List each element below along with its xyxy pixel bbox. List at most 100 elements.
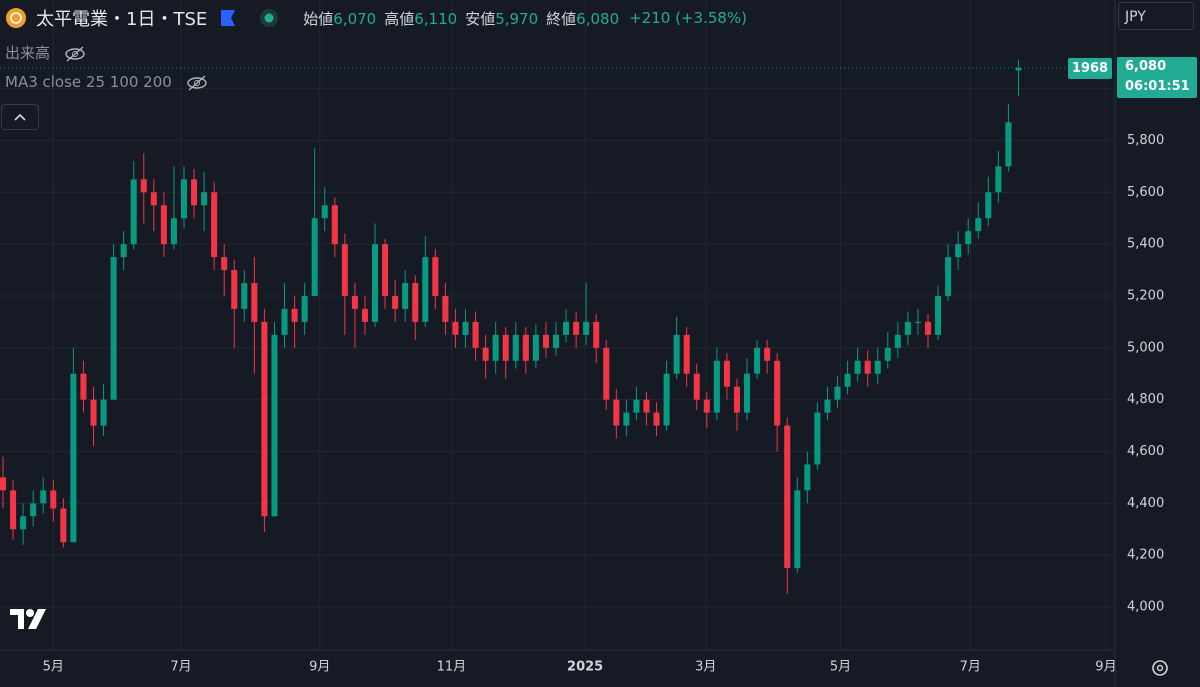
price-tag: 6,080 06:01:51 [1117,57,1197,98]
symbol-code-tag: 1968 [1068,58,1112,79]
candle-body [130,179,137,245]
candle-body [341,244,348,296]
candle-body [382,244,389,296]
candle-body [502,334,509,361]
candle-body [924,321,932,335]
candle-body [693,373,700,400]
candle-body [633,399,640,413]
candle-body [301,295,308,322]
candle-body [20,516,27,530]
candle-body [542,334,549,348]
candle-body [211,192,218,258]
x-tick-label: 2025 [567,660,603,675]
hide-icon[interactable] [63,45,93,63]
candle-body [432,257,439,296]
candle-body [241,283,248,309]
candle-body [70,373,77,543]
collapse-button[interactable] [1,104,39,130]
candle-body [110,257,117,400]
ma-label: MA3 close 25 100 200 [5,73,215,92]
volume-text: 出来高 [5,44,51,62]
candle-body [784,425,791,569]
candle-body [985,192,992,219]
candle-body [271,334,278,517]
y-tick-label: 5,800 [1127,133,1164,148]
logo [10,609,46,629]
candle-body [40,490,47,504]
candle-body [201,192,208,206]
candle-body [372,244,379,322]
candle-body [834,386,841,400]
candle-body [723,360,730,387]
x-tick-label: 3月 [695,660,716,675]
candle-body [281,308,288,335]
candle-body [703,399,710,413]
candle-body [563,321,570,335]
ohlc-value: 5,970 [495,9,539,28]
candle-body [683,334,690,374]
y-tick-label: 4,600 [1127,444,1164,459]
candle-body [975,218,982,232]
x-tick-label: 7月 [960,660,981,675]
candle-body [221,257,228,271]
ohlc-label: 始値 [303,9,334,28]
candle-body [170,218,177,245]
ma-text: MA3 close 25 100 200 [5,73,172,91]
candle-body [955,244,962,258]
currency-button[interactable]: JPY [1118,2,1194,30]
candle-body [60,508,67,543]
y-tick-label: 5,400 [1127,237,1164,252]
candle-body [251,283,258,322]
candle-body [291,308,298,322]
candle-body [643,399,650,413]
candle-body [331,205,338,245]
hide-icon[interactable] [185,74,215,92]
x-tick-label: 5月 [830,660,851,675]
y-tick-label: 4,400 [1127,496,1164,511]
symbol[interactable]: 太平電業・1日・TSE [36,9,208,30]
y-tick-label: 4,800 [1127,392,1164,407]
ohlc-value: 6,070 [333,9,377,28]
candle-body [392,295,399,309]
candle-body [864,360,871,374]
candle-body [653,412,660,426]
candle-body [472,321,479,348]
candle-body [402,283,409,309]
candle-body [844,373,851,387]
candle-body [854,360,861,374]
y-tick-label: 4,000 [1127,599,1164,614]
candle-body [10,490,17,530]
x-tick-label: 9月 [309,660,330,675]
candle-body [1015,67,1022,71]
candle-body [552,334,560,348]
candle-body [150,192,157,206]
candle-body [231,270,238,309]
ohlc-label: 終値 [546,9,577,28]
ohlc-value: 6,080 [576,9,620,28]
candle-body [814,412,821,465]
candle-body [935,295,942,335]
candle-body [120,244,127,258]
candle-body [884,347,891,361]
candle-body [532,334,539,361]
candle-body [713,360,720,413]
candle-body [361,308,368,322]
y-tick-label: 5,200 [1127,288,1164,303]
chevron [14,113,26,121]
candle-body [80,373,87,400]
candle-body [180,179,188,219]
candle-body [583,321,590,335]
symbol-icon [6,8,26,28]
candle-body [774,360,781,426]
candle-body [623,412,630,426]
candle-body [191,179,198,206]
x-tick-label: 9月 [1095,660,1116,675]
candle-body [100,399,107,426]
candle-body [673,334,680,374]
settings-icon[interactable] [1148,656,1172,680]
candle-body [573,321,580,335]
x-tick-label: 7月 [170,660,191,675]
price: 6,080 [1125,59,1167,74]
